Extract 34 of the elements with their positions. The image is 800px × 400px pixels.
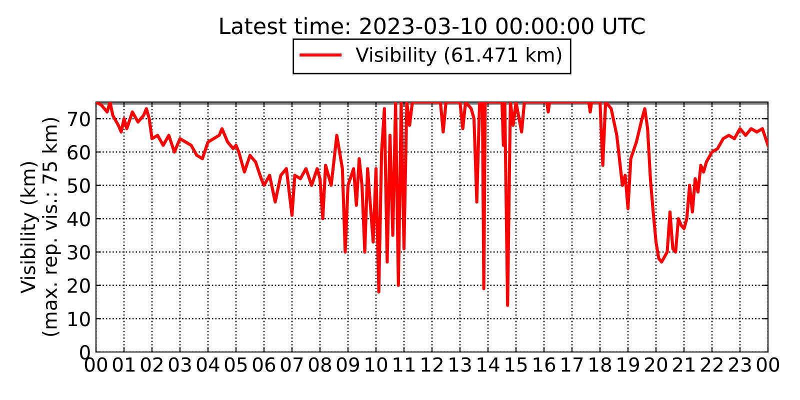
x-tick-label: 10 [366, 357, 388, 372]
x-tick-label: 06 [252, 357, 276, 372]
y-tick-label: 50 [68, 178, 90, 193]
y-tick-label: 10 [68, 312, 90, 326]
chart-title: Latest time: 2023-03-10 00:00:00 UTC [220, 17, 645, 34]
x-tick-label: 09 [336, 357, 360, 372]
x-tick-label: 21 [673, 357, 695, 372]
x-tick-label: 19 [618, 357, 640, 372]
x-tick-label: 02 [140, 357, 162, 372]
x-tick-label: 07 [280, 357, 303, 372]
y-tick-label: 30 [68, 244, 90, 260]
x-tick-label: 20 [645, 357, 668, 372]
x-tick-label: 13 [450, 357, 471, 372]
y-tick-label: 70 [68, 112, 90, 126]
x-tick-label: 04 [196, 357, 220, 372]
y-tick-label: 20 [68, 278, 90, 293]
y-axis-title: Visibility (km) (max. rep. vis.: 75 km) [20, 118, 61, 336]
x-tick-label: 05 [224, 357, 247, 372]
x-tick-label: 12 [422, 357, 442, 372]
x-tick-label: 11 [394, 357, 415, 372]
y-tick-label: 40 [67, 212, 90, 226]
x-tick-label: 03 [168, 357, 191, 372]
x-tick-label: 23 [729, 357, 751, 372]
y-tick-label: 60 [68, 144, 90, 160]
x-tick-label: 18 [590, 357, 612, 372]
x-tick-label: 14 [478, 357, 500, 372]
x-tick-label: 16 [534, 357, 556, 372]
x-tick-label: 08 [308, 357, 332, 372]
x-tick-label: 00 [756, 357, 780, 372]
x-tick-label: 01 [112, 357, 135, 372]
x-tick-label: 15 [506, 357, 527, 372]
x-tick-label: 17 [562, 357, 583, 372]
legend-label: Visibility (61.471 km) [356, 47, 562, 66]
x-tick-label: 22 [701, 357, 722, 372]
